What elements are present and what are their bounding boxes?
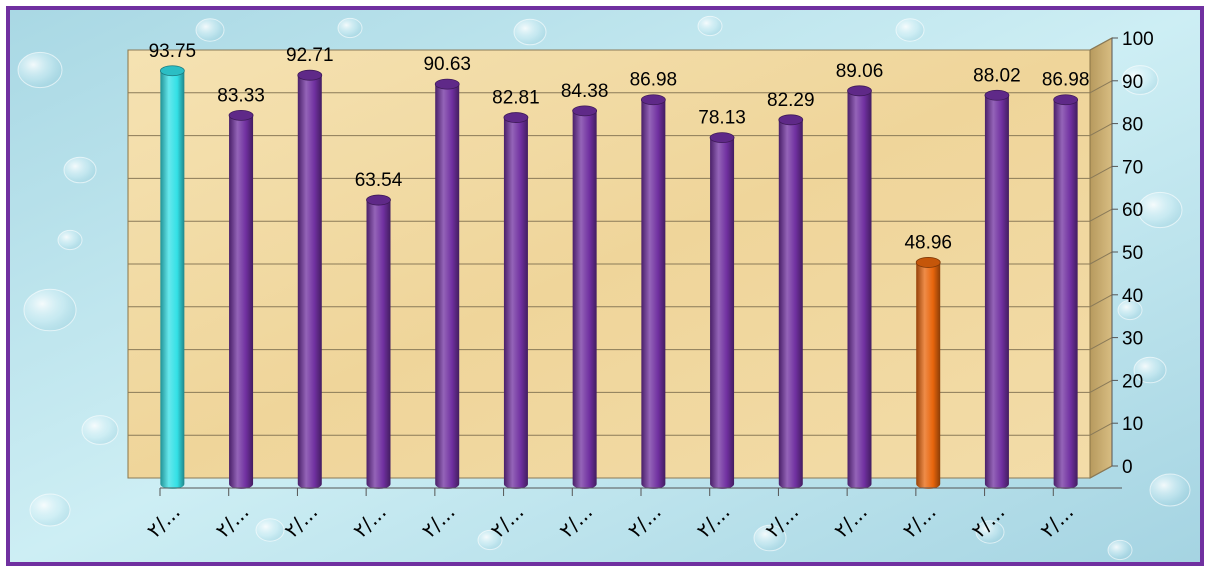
- data-label: 90.63: [423, 54, 471, 75]
- bar-top: [640, 94, 666, 106]
- side-gridline: [1089, 422, 1113, 436]
- side-gridline: [1089, 208, 1113, 222]
- data-label: 83.33: [217, 85, 265, 106]
- side-gridline: [1089, 80, 1113, 94]
- bar: [640, 94, 666, 490]
- bar-top: [434, 78, 460, 90]
- bar: [778, 114, 804, 489]
- bar: [228, 109, 254, 490]
- bar-body: [366, 200, 391, 489]
- data-label: 78.13: [698, 108, 746, 129]
- data-label: 89.06: [836, 61, 884, 82]
- gridlines: [128, 37, 1113, 479]
- bar: [709, 132, 735, 489]
- data-label: 86.98: [1042, 70, 1090, 91]
- bar-top: [778, 114, 804, 126]
- bar: [984, 89, 1010, 489]
- side-gridline: [1089, 165, 1113, 179]
- water-drop-decoration: [17, 15, 1191, 561]
- bar: [159, 65, 185, 489]
- bar: [434, 78, 460, 489]
- y-tick-label: 0: [1122, 457, 1133, 478]
- side-gridline: [1089, 37, 1113, 51]
- y-tick-label: 10: [1122, 414, 1143, 435]
- data-label: 63.54: [355, 170, 403, 191]
- data-labels: 93.75 83.33 92.71 63.54 90.63 82.81 84.38 86.98…: [149, 41, 1090, 254]
- side-gridline: [1089, 294, 1113, 308]
- data-label: 84.38: [561, 81, 609, 102]
- bar: [847, 85, 872, 490]
- y-tick-label: 80: [1122, 115, 1143, 136]
- side-gridline: [1089, 337, 1113, 351]
- chart-frame: 93.75 83.33 92.71 63.54 90.63 82.81 84.38 86.98…: [6, 6, 1204, 566]
- bar-top: [366, 194, 391, 206]
- bar-body: [984, 95, 1009, 489]
- y-tick-label: 20: [1122, 371, 1143, 392]
- side-gridline: [1089, 465, 1113, 479]
- bar-body: [778, 119, 803, 489]
- bar-body: [572, 110, 597, 489]
- side-gridline: [1089, 379, 1113, 393]
- y-tick-label: 70: [1122, 157, 1143, 178]
- bar-top: [1053, 94, 1079, 106]
- y-tick-label: 90: [1122, 72, 1143, 93]
- data-label: 92.71: [286, 45, 334, 66]
- data-label: 88.02: [973, 65, 1021, 86]
- bar-top: [709, 132, 735, 144]
- bar-body: [297, 75, 322, 489]
- bar-top: [847, 85, 872, 97]
- bar-body: [435, 84, 460, 489]
- bar-top: [915, 257, 941, 268]
- y-tick-label: 100: [1122, 29, 1154, 50]
- bar-body: [160, 70, 185, 489]
- bar-body: [641, 99, 666, 490]
- bar-body: [847, 90, 872, 490]
- bar: [366, 194, 391, 489]
- bar-top: [984, 89, 1010, 101]
- bar: [1053, 94, 1079, 490]
- bar: [572, 105, 598, 489]
- bar-top: [297, 69, 323, 81]
- bar: [503, 112, 529, 490]
- bar-body: [1053, 99, 1078, 490]
- data-label: 82.81: [492, 88, 540, 109]
- data-label: 82.29: [767, 90, 815, 111]
- bars: [159, 65, 1079, 490]
- data-label: 93.75: [149, 41, 197, 62]
- data-label: 48.96: [904, 232, 952, 253]
- bar-chart: 93.75 83.33 92.71 63.54 90.63 82.81 84.38 86.98…: [10, 10, 1200, 562]
- y-tick-label: 30: [1122, 329, 1143, 350]
- side-gridline: [1089, 251, 1113, 265]
- bar-body: [503, 117, 528, 490]
- bar-top: [572, 105, 598, 117]
- data-label: 86.98: [630, 70, 678, 91]
- y-tick-label: 50: [1122, 243, 1143, 264]
- bar-top: [503, 112, 529, 123]
- y-tick-label: 40: [1122, 286, 1143, 307]
- bar-top: [159, 65, 185, 77]
- bar: [297, 69, 323, 489]
- y-axis: 0 10 20 30 40 50 60 70 80 90 100: [1111, 29, 1154, 478]
- bar-body: [710, 137, 735, 489]
- bar: [915, 257, 941, 489]
- bar-body: [229, 115, 254, 490]
- y-tick-label: 60: [1122, 200, 1143, 221]
- side-gridline: [1089, 123, 1113, 137]
- bar-body: [916, 262, 941, 489]
- bar-top: [228, 109, 254, 121]
